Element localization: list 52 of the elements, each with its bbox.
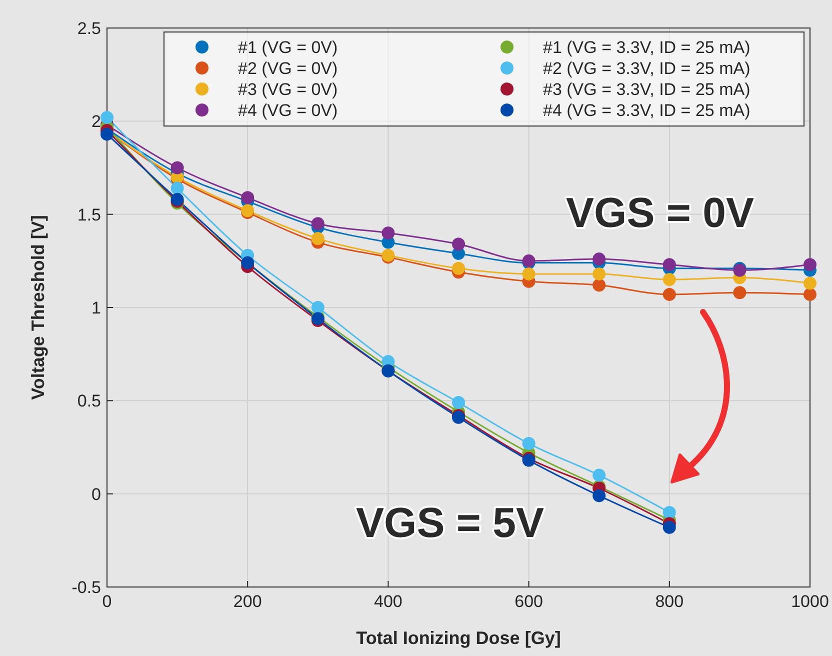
point	[662, 288, 676, 301]
legend-label: #4 (VG = 0V)	[238, 101, 338, 120]
point	[100, 128, 114, 141]
point	[452, 238, 465, 251]
point	[311, 301, 324, 314]
point	[311, 232, 324, 246]
point	[804, 258, 816, 272]
point	[452, 396, 465, 410]
point	[522, 437, 536, 450]
point	[592, 252, 606, 266]
y-tick-label: 2.5	[77, 19, 101, 38]
annotation: VGS = 5V	[356, 499, 544, 546]
point	[170, 161, 184, 174]
point	[662, 506, 676, 519]
point	[592, 489, 606, 502]
x-tick-label: 600	[514, 592, 543, 611]
x-tick-label: 1000	[791, 592, 829, 611]
legend-label: #3 (VG = 3.3V, ID = 25 mA)	[543, 80, 750, 99]
point	[662, 273, 676, 286]
x-tick-label: 200	[233, 592, 262, 611]
point	[592, 468, 606, 482]
point	[241, 191, 254, 204]
point	[662, 520, 676, 534]
point	[170, 182, 184, 195]
legend-label: #1 (VG = 3.3V, ID = 25 mA)	[543, 38, 750, 57]
legend-label: #2 (VG = 0V)	[238, 59, 338, 78]
x-tick-label: 400	[374, 592, 402, 611]
y-axis-title: Voltage Threshold [V]	[28, 215, 48, 400]
point	[382, 226, 395, 240]
point	[804, 288, 816, 301]
x-tick-label: 800	[655, 592, 684, 611]
point	[100, 110, 114, 124]
point	[592, 278, 606, 292]
legend-label: #3 (VG = 0V)	[238, 80, 338, 99]
y-tick-label: 1	[92, 298, 101, 318]
x-axis-title: Total Ionizing Dose [Gy]	[356, 628, 561, 648]
annotation: VGS = 0V	[566, 189, 754, 236]
point	[522, 267, 536, 280]
point	[804, 276, 816, 290]
point	[592, 267, 606, 280]
legend-label: #4 (VG = 3.3V, ID = 25 mA)	[543, 101, 750, 120]
y-tick-label: 1.5	[77, 205, 101, 224]
y-tick-label: 0	[92, 484, 101, 504]
y-tick-label: 2	[92, 112, 101, 132]
legend-label: #1 (VG = 0V)	[238, 38, 338, 57]
point	[452, 262, 465, 275]
point	[733, 286, 746, 300]
y-tick-label: 0.5	[77, 392, 101, 411]
point	[311, 217, 324, 230]
legend-label: #2 (VG = 3.3V, ID = 25 mA)	[543, 59, 750, 78]
y-tick-label: -0.5	[72, 578, 101, 597]
point	[662, 258, 676, 272]
